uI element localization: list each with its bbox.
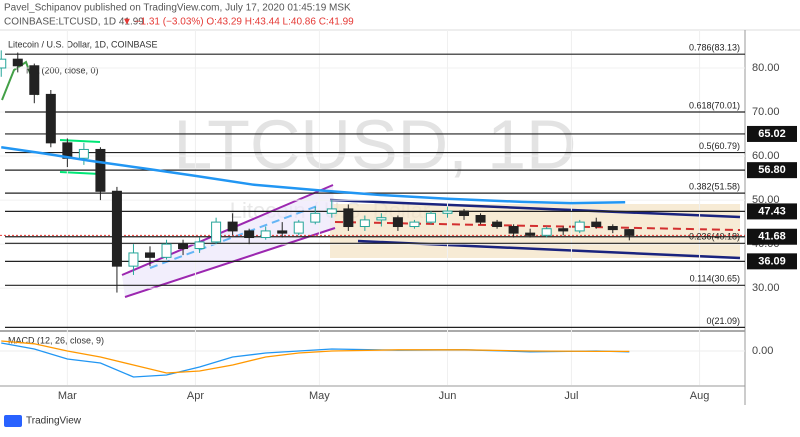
price-tag [747, 228, 797, 245]
price-tag-label: 36.09 [758, 255, 786, 267]
x-tick-label: Jul [564, 390, 578, 402]
candle-body [95, 148, 106, 192]
candle-body [492, 221, 503, 228]
candle-body [29, 65, 40, 95]
candle-body [459, 210, 470, 217]
publisher: Pavel_Schipanov published on TradingView… [4, 3, 351, 14]
candle-body [591, 221, 602, 228]
candle-body [244, 230, 255, 239]
candle-body [128, 252, 139, 267]
candle-body [376, 217, 387, 221]
candle-body [574, 221, 585, 232]
x-tick-label: Aug [690, 390, 710, 402]
ma-line [1, 146, 626, 205]
macd-label: MACD (12, 26, close, 9) [8, 335, 104, 345]
price-tag [747, 203, 797, 220]
macd-line [1, 340, 630, 374]
price-tag [747, 253, 797, 270]
candle-body [161, 243, 172, 258]
price-tag-label: 65.02 [758, 128, 786, 140]
fib-label: 0.114(30.65) [690, 274, 740, 284]
price-tag-label: 47.43 [758, 205, 786, 217]
trend-line [329, 198, 741, 219]
candle-body [178, 243, 189, 250]
candle-body [12, 58, 23, 67]
candle-body [78, 148, 89, 159]
candle-body [144, 252, 155, 258]
fib-label: 0.382(51.58) [689, 182, 740, 192]
candle-body [111, 190, 122, 267]
footer: TradingView [26, 416, 82, 427]
candle-body [558, 228, 569, 232]
candle-body [607, 226, 618, 231]
y-tick-label: 50.00 [752, 194, 780, 206]
x-tick-label: May [309, 390, 330, 402]
candle-body [326, 208, 337, 214]
candle-body [277, 230, 288, 234]
candle-body [541, 228, 552, 236]
ma-label: MA (200, close, 0) [26, 65, 99, 75]
logo [4, 415, 22, 427]
fib-label: 0.618(70.01) [689, 100, 740, 110]
candle-body [343, 208, 354, 228]
candle-body [392, 217, 403, 228]
y-tick-label: 60.00 [752, 150, 780, 162]
candle-body [409, 221, 420, 228]
candle-body [293, 221, 304, 234]
x-tick-label: Mar [58, 390, 77, 402]
fib-label: 0.786(83.13) [689, 43, 740, 53]
price-tag [747, 162, 797, 179]
x-tick-label: Apr [187, 390, 204, 402]
channel-fill [122, 185, 335, 297]
candle-body [194, 241, 205, 250]
candle-body [508, 226, 519, 234]
x-tick-label: Jun [439, 390, 457, 402]
candle-body [425, 212, 436, 223]
candle-body [475, 215, 486, 223]
y-tick-label: 80.00 [752, 62, 780, 74]
candle-body [310, 212, 321, 223]
candle-body [624, 229, 635, 236]
price-tag [747, 125, 797, 142]
candle-body [0, 58, 7, 69]
candle-body [45, 93, 56, 144]
watermark: LTCUSD, 1D [173, 105, 576, 183]
candle-body [211, 221, 222, 243]
level-mark [59, 171, 101, 175]
quote: ▼ −1.31 (−3.03%) O:43.29 H:43.44 L:40.86… [122, 17, 354, 28]
mid-line [149, 204, 321, 269]
candle-body [227, 221, 238, 232]
candle-body [359, 219, 370, 228]
fib-label: 0(21.09) [706, 316, 740, 326]
level-mark [59, 139, 101, 143]
price-tag-label: 41.68 [758, 231, 786, 243]
price-tag-label: 56.80 [758, 164, 786, 176]
chart-title: Litecoin / U.S. Dollar, 1D, COINBASE [8, 39, 158, 49]
y-tick-label: 70.00 [752, 106, 780, 118]
symbol: COINBASE:LTCUSD, 1D 41.99 [4, 17, 144, 28]
fib-label: 0.5(60.79) [699, 141, 740, 151]
candle-body [260, 230, 271, 239]
y-tick-label: 30.00 [752, 282, 780, 294]
y-tick-label: 0.00 [752, 345, 773, 357]
candle-body [442, 210, 453, 214]
candle-body [525, 232, 536, 236]
